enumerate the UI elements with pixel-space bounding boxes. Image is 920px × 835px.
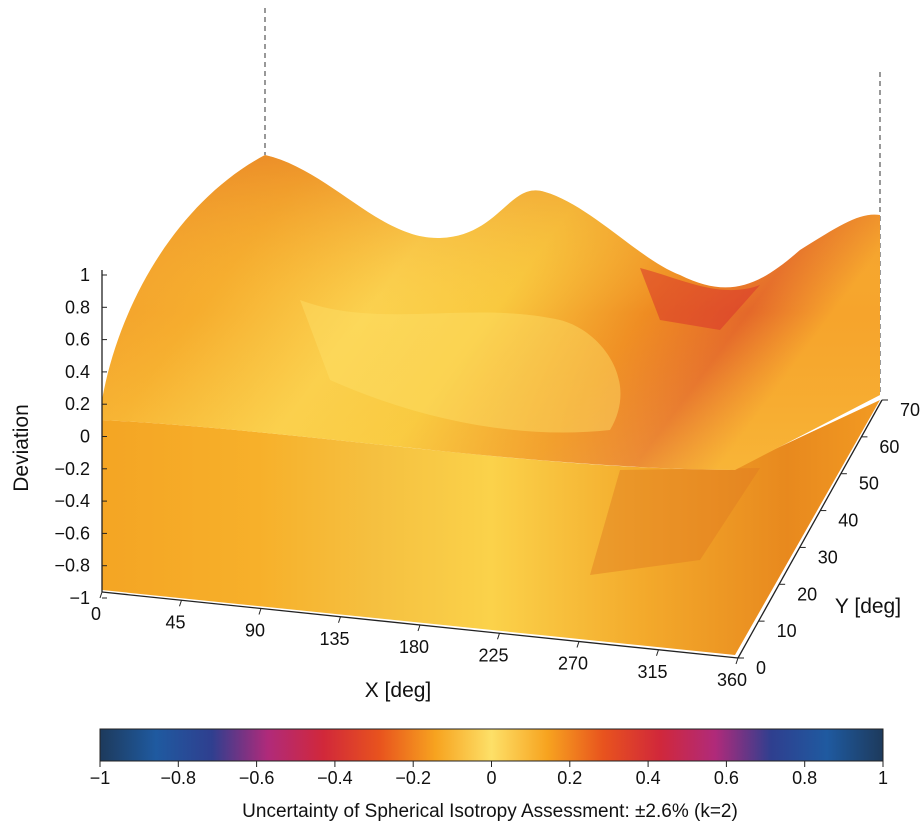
colorbar-ticks: −1 −0.8 −0.6 −0.4 −0.2 0 0.2 0.4 0.6 0.8 1 [90,761,888,788]
z-axis-title: Deviation [10,404,33,492]
y-tick-label: 20 [797,584,817,604]
y-tick-label: 40 [838,511,858,531]
y-tick-label: 60 [879,437,899,457]
z-tick-label: −0.6 [54,523,90,543]
colorbar-tick-label: 0.4 [636,768,661,788]
x-tick-mark [179,600,182,607]
x-tick-mark [258,608,262,615]
x-axis-title: X [deg] [365,679,432,702]
z-tick-label: 0.4 [65,362,90,382]
z-tick-label: 0 [80,427,90,447]
z-tick-label: 0.2 [65,394,90,414]
y-tick-label: 70 [900,400,920,420]
deviation-surface-light-band [300,300,621,433]
x-tick-label: 90 [245,621,265,641]
x-tick-mark [576,641,580,648]
z-tick-label: −0.2 [54,459,90,479]
chart-caption: Uncertainty of Spherical Isotropy Assess… [242,801,738,822]
colorbar-tick-label: −0.6 [239,768,275,788]
colorbar-tick-label: 0 [486,768,496,788]
x-tick-label: 315 [637,662,667,682]
y-tick-label: 10 [777,621,797,641]
z-tick-label: −0.4 [54,491,90,511]
x-tick-label: 0 [91,604,101,624]
x-tick-mark [497,633,500,640]
x-tick-mark [735,657,739,665]
colorbar-tick-label: −1 [90,768,111,788]
x-tick-label: 180 [399,637,429,657]
deviation-surface-shading [102,155,880,470]
colorbar-tick-label: 1 [878,768,888,788]
x-tick-mark [338,616,341,623]
z-tick-label: −0.8 [54,556,90,576]
x-tick-mark [417,624,421,632]
z-tick-label: 0.8 [65,297,90,317]
colorbar [99,728,884,762]
x-tick-label: 225 [478,645,508,665]
x-tick-label: 270 [558,654,588,674]
x-tick-mark [99,591,103,599]
colorbar-tick-label: −0.2 [395,768,431,788]
x-tick-label: 45 [165,612,185,632]
z-tick-label: 0.6 [65,330,90,350]
colorbar-tick-label: −0.4 [317,768,353,788]
y-tick-label: 50 [859,474,879,494]
z-ticks: −1 −0.8 −0.6 −0.4 −0.2 0 0.2 0.4 0.6 0.8 1 [54,265,107,608]
projection-plane [102,400,880,655]
projection-plane-dark-band [590,468,760,575]
colorbar-tick-label: 0.2 [557,768,582,788]
y-tick-label: 30 [818,547,838,567]
z-tick-label: −1 [69,588,90,608]
deviation-surface-red-trough [640,268,760,330]
x-tick-label: 360 [717,670,747,690]
y-axis-line [737,399,883,659]
x-tick-label: 135 [319,629,349,649]
x-ticks: 0 45 90 135 180 225 270 315 360 [91,591,747,690]
y-axis-title: Y [deg] [835,595,901,618]
z-tick-label: 1 [80,265,90,285]
x-tick-mark [656,649,659,656]
y-tick-label: 0 [756,658,766,678]
colorbar-tick-label: 0.8 [792,768,817,788]
colorbar-tick-label: −0.8 [161,768,197,788]
colorbar-tick-label: 0.6 [714,768,739,788]
